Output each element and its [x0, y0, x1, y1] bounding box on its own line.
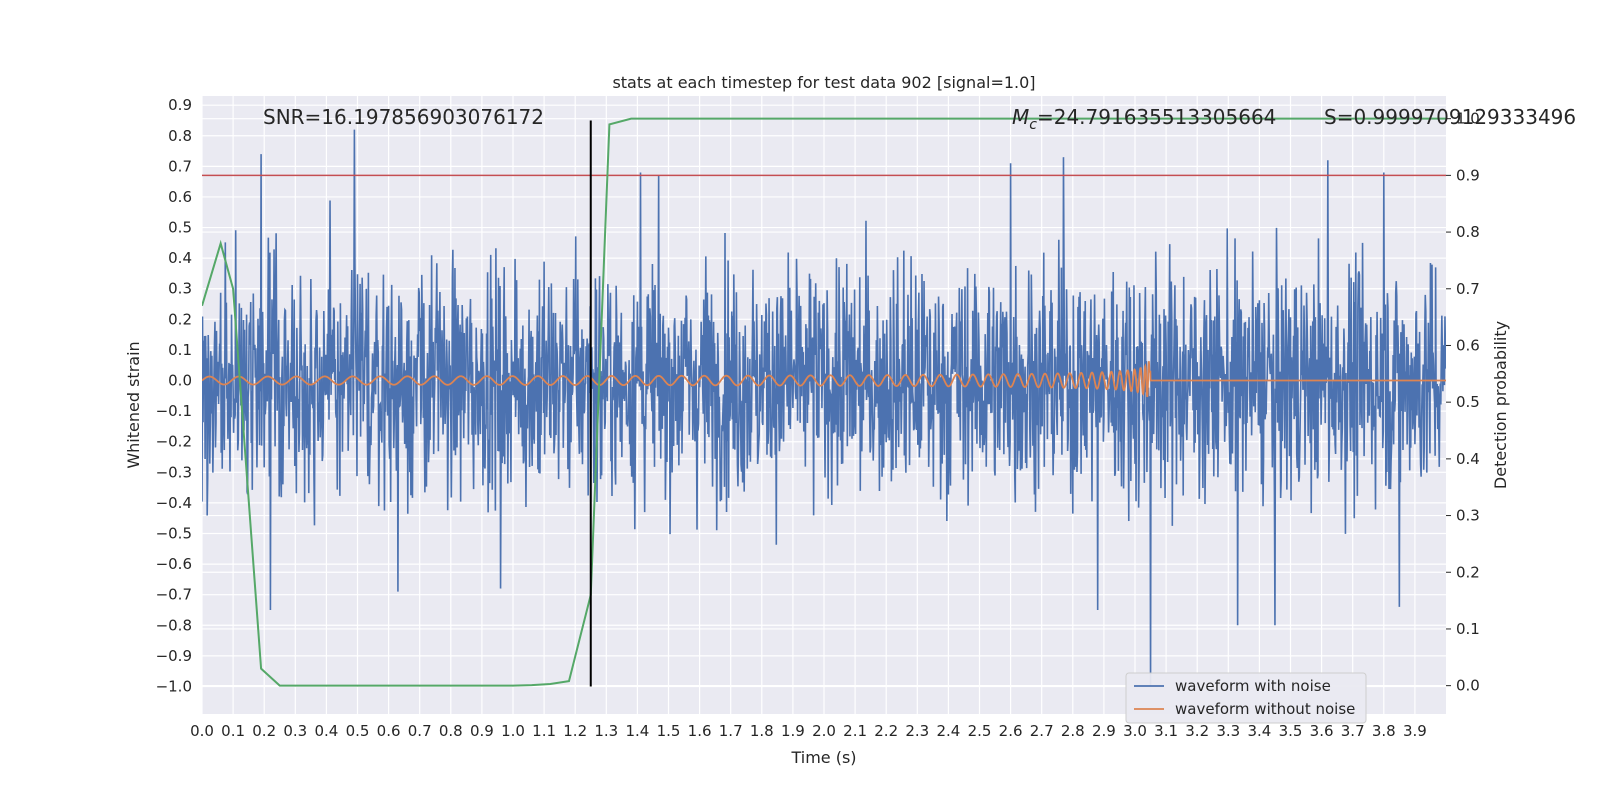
x-tick-label: 3.8 — [1372, 722, 1396, 740]
y-tick-label: 0.8 — [168, 127, 192, 145]
x-tick-label: 1.6 — [688, 722, 712, 740]
y2-tick-label: 0.1 — [1456, 620, 1480, 638]
y-axis-title: Whitened strain — [124, 341, 143, 468]
x-tick-label: 1.8 — [750, 722, 774, 740]
x-axis-ticks: 0.0 0.1 0.2 0.3 0.4 0.5 0.6 0.7 0.8 0.9 1.0 1.1 1.2 1… — [190, 722, 1427, 740]
y-tick-label: 0.3 — [168, 280, 192, 298]
x-tick-label: 1.2 — [563, 722, 587, 740]
x-tick-label: 2.0 — [812, 722, 836, 740]
y2-tick-label: 0.0 — [1456, 677, 1480, 695]
x-tick-label: 3.2 — [1185, 722, 1209, 740]
y2-tick-label: 0.4 — [1456, 450, 1480, 468]
y2-tick-label: 0.3 — [1456, 507, 1480, 525]
x-tick-label: 2.7 — [1030, 722, 1054, 740]
x-tick-label: 3.7 — [1341, 722, 1365, 740]
x-tick-label: 0.1 — [221, 722, 245, 740]
score-annotation: S=0.9999709129333496 — [1324, 105, 1576, 129]
y-tick-label: 0.1 — [168, 341, 192, 359]
y2-tick-label: 0.6 — [1456, 336, 1480, 354]
series-detection-probability — [202, 117, 1446, 687]
chirp-mass-subscript: c — [1029, 117, 1037, 133]
y2-tick-label: 0.8 — [1456, 223, 1480, 241]
x-tick-label: 3.1 — [1154, 722, 1178, 740]
x-tick-label: 3.3 — [1216, 722, 1240, 740]
y-tick-label: −1.0 — [156, 677, 192, 695]
x-tick-label: 3.9 — [1403, 722, 1427, 740]
legend-label-waveform-without-noise: waveform without noise — [1175, 700, 1355, 718]
x-tick-label: 0.4 — [314, 722, 338, 740]
series-waveform-without-noise — [202, 361, 1446, 398]
y-tick-label: 0.0 — [168, 372, 192, 390]
x-tick-label: 1.0 — [501, 722, 525, 740]
y-tick-label: −0.2 — [156, 433, 192, 451]
x-tick-label: 3.4 — [1247, 722, 1271, 740]
y-tick-label: −0.1 — [156, 402, 192, 420]
x-tick-label: 2.3 — [905, 722, 929, 740]
y-tick-label: −0.6 — [156, 555, 192, 573]
y-tick-label: −0.8 — [156, 616, 192, 634]
y-tick-label: −0.4 — [156, 494, 192, 512]
snr-annotation: SNR=16.197856903076172 — [263, 105, 544, 129]
x-tick-label: 1.4 — [625, 722, 649, 740]
chirp-mass-value: =24.791635513305664 — [1037, 105, 1276, 129]
y-tick-label: 0.6 — [168, 188, 192, 206]
y2-tick-label: 1.0 — [1456, 110, 1480, 128]
x-tick-label: 3.0 — [1123, 722, 1147, 740]
x-tick-label: 0.8 — [439, 722, 463, 740]
x-tick-label: 1.1 — [532, 722, 556, 740]
x-tick-label: 0.0 — [190, 722, 214, 740]
y2-tick-label: 0.5 — [1456, 393, 1480, 411]
x-tick-label: 1.3 — [594, 722, 618, 740]
x-tick-label: 0.2 — [252, 722, 276, 740]
x-tick-label: 2.4 — [936, 722, 960, 740]
x-axis-title: Time (s) — [790, 748, 856, 767]
chart-title: stats at each timestep for test data 902… — [612, 73, 1035, 92]
x-tick-label: 1.7 — [719, 722, 743, 740]
x-tick-label: 1.9 — [781, 722, 805, 740]
x-tick-label: 2.5 — [968, 722, 992, 740]
y-tick-label: 0.9 — [168, 96, 192, 114]
y-tick-label: 0.2 — [168, 310, 192, 328]
x-tick-label: 2.6 — [999, 722, 1023, 740]
y-tick-label: −0.5 — [156, 524, 192, 542]
legend: waveform with noise waveform without noi… — [1125, 672, 1367, 724]
x-tick-label: 0.9 — [470, 722, 494, 740]
x-tick-label: 0.7 — [408, 722, 432, 740]
x-tick-label: 2.1 — [843, 722, 867, 740]
y-tick-label: 0.4 — [168, 249, 192, 267]
y2-tick-label: 0.7 — [1456, 280, 1480, 298]
y-axis-ticks: 0.9 0.8 0.7 0.6 0.5 0.4 0.3 0.2 0.1 0.0 −0.1 −0.2 −0… — [156, 96, 192, 695]
y-tick-label: 0.7 — [168, 157, 192, 175]
chirp-mass-symbol: M — [1012, 105, 1029, 129]
y2-axis-ticks: 0.0 0.1 0.2 0.3 0.4 0.5 0.6 0.7 0.8 0.9 1.0 — [1446, 110, 1480, 695]
x-tick-label: 3.6 — [1310, 722, 1334, 740]
x-tick-label: 3.5 — [1279, 722, 1303, 740]
x-tick-label: 0.6 — [377, 722, 401, 740]
series-waveform-with-noise — [202, 129, 1446, 687]
legend-label-waveform-with-noise: waveform with noise — [1175, 677, 1331, 695]
x-tick-label: 2.2 — [874, 722, 898, 740]
legend-box — [1125, 672, 1367, 724]
y2-tick-label: 0.2 — [1456, 563, 1480, 581]
x-tick-label: 0.3 — [283, 722, 307, 740]
chirp-mass-annotation: Mc=24.791635513305664 — [1012, 105, 1276, 133]
x-tick-label: 1.5 — [657, 722, 681, 740]
x-tick-label: 0.5 — [346, 722, 370, 740]
y2-axis-title: Detection probability — [1491, 321, 1510, 489]
y-tick-label: −0.7 — [156, 586, 192, 604]
x-tick-label: 2.9 — [1092, 722, 1116, 740]
y2-tick-label: 0.9 — [1456, 166, 1480, 184]
y-tick-label: 0.5 — [168, 219, 192, 237]
y-tick-label: −0.9 — [156, 647, 192, 665]
x-tick-label: 2.8 — [1061, 722, 1085, 740]
y-tick-label: −0.3 — [156, 463, 192, 481]
